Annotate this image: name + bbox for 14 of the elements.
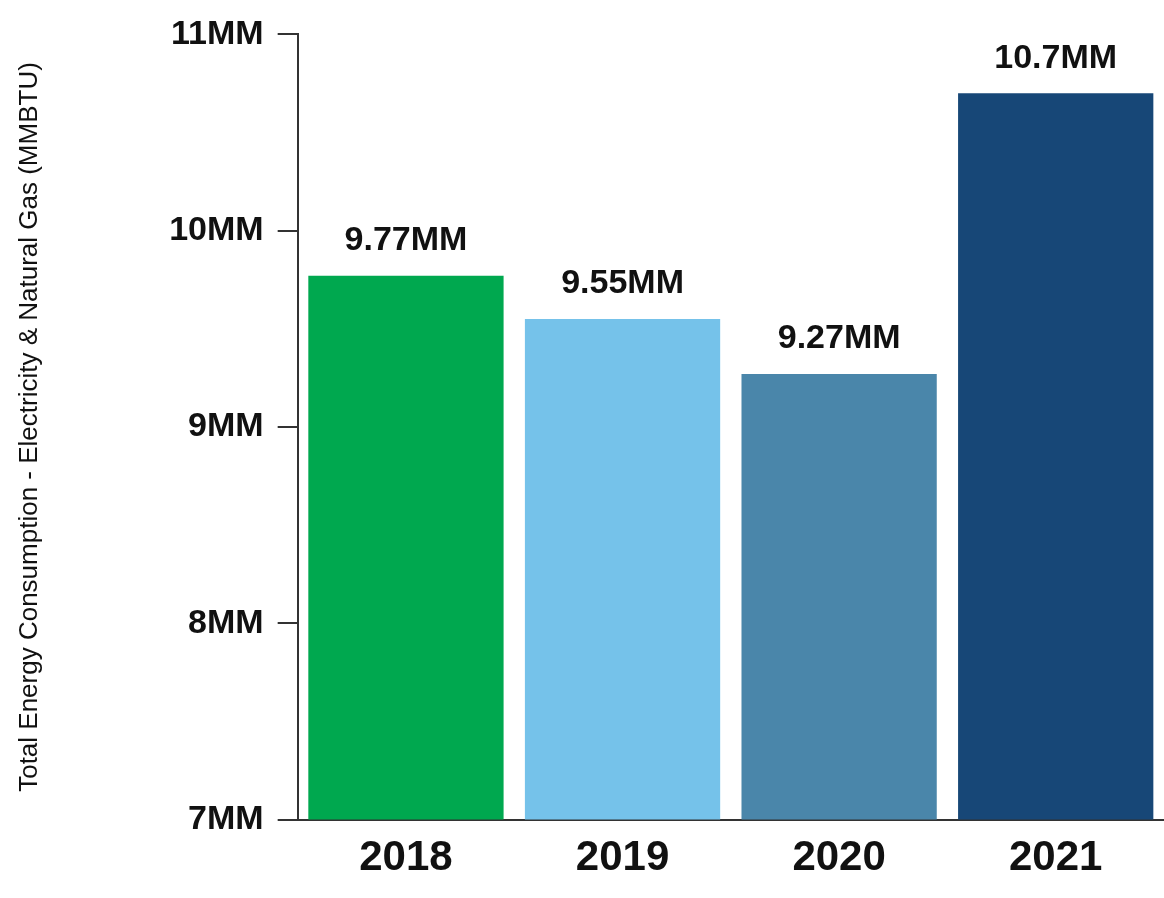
x-tick-label: 2021 xyxy=(1008,832,1103,880)
data-label: 9.55MM xyxy=(561,262,684,301)
data-label: 9.27MM xyxy=(777,317,901,356)
data-label: 9.77MM xyxy=(344,219,468,258)
x-tick-label: 2020 xyxy=(792,832,886,880)
y-tick-label: 7MM xyxy=(188,797,264,836)
y-tick-label: 11MM xyxy=(171,12,264,51)
y-axis-title: Total Energy Consumption - Electricity & Natural Gas (MMBTU) xyxy=(12,62,43,792)
x-tick-label: 2018 xyxy=(359,832,453,880)
y-tick-label: 8MM xyxy=(188,601,264,640)
y-tick-label: 10MM xyxy=(169,209,264,248)
data-label: 10.7MM xyxy=(994,36,1118,75)
x-tick-label: 2019 xyxy=(575,832,670,880)
y-tick-label: 9MM xyxy=(188,405,264,444)
